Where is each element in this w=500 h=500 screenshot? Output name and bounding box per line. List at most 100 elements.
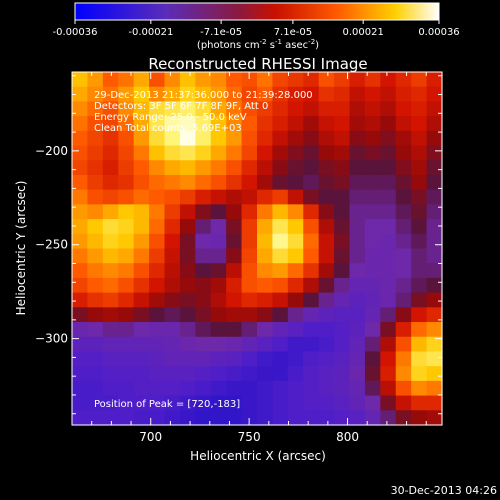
heatmap-cell <box>164 72 181 88</box>
heatmap-cell <box>303 145 320 161</box>
heatmap-cell <box>303 307 320 323</box>
heatmap-cell <box>364 366 381 382</box>
heatmap-cell <box>349 86 366 103</box>
heatmap-cell <box>318 145 335 161</box>
heatmap-cell <box>118 86 135 103</box>
heatmap-cell <box>133 101 150 117</box>
heatmap-cell <box>287 204 304 220</box>
heatmap-cell <box>72 292 89 308</box>
heatmap-cell <box>195 366 212 382</box>
heatmap-cell <box>149 160 166 176</box>
heatmap-cell <box>179 292 196 308</box>
heatmap-cell <box>272 160 289 176</box>
heatmap-cell <box>272 263 289 279</box>
heatmap-cell <box>380 351 397 367</box>
heatmap-cell <box>179 116 196 132</box>
heatmap-cell <box>133 189 150 205</box>
heatmap-cell <box>272 116 289 132</box>
heatmap-cell <box>349 263 366 279</box>
heatmap-cell <box>426 204 443 220</box>
heatmap-cell <box>102 219 119 235</box>
heatmap-cell <box>164 366 181 382</box>
heatmap-cell <box>118 292 135 308</box>
heatmap-cell <box>257 130 274 147</box>
heatmap-cell <box>287 351 304 367</box>
heatmap-cell <box>133 395 150 411</box>
heatmap-cell <box>257 351 274 367</box>
heatmap-cell <box>395 351 412 367</box>
heatmap-cell <box>257 86 274 103</box>
heatmap-cell <box>149 130 166 147</box>
heatmap-cell <box>164 263 181 279</box>
heatmap-cell <box>118 130 135 147</box>
heatmap-cell <box>149 145 166 161</box>
heatmap-cell <box>411 366 428 382</box>
heatmap-cell <box>364 145 381 161</box>
heatmap-cell <box>287 336 304 353</box>
heatmap-cell <box>411 86 428 103</box>
heatmap-cell <box>133 380 150 397</box>
heatmap-cell <box>411 174 428 191</box>
heatmap-cell <box>380 101 397 117</box>
heatmap-cell <box>395 233 412 250</box>
heatmap-cell <box>287 160 304 176</box>
heatmap-cell <box>380 116 397 132</box>
heatmap-cell <box>395 248 412 264</box>
heatmap-cell <box>395 130 412 147</box>
heatmap-cell <box>257 248 274 264</box>
heatmap-cell <box>318 277 335 294</box>
heatmap-cell <box>380 307 397 323</box>
heatmap-cell <box>87 233 104 250</box>
heatmap-cell <box>303 204 320 220</box>
heatmap-cell <box>364 86 381 103</box>
heatmap-cell <box>395 174 412 191</box>
heatmap-cell <box>72 410 89 426</box>
heatmap-cell <box>164 395 181 411</box>
heatmap-cell <box>210 277 227 294</box>
colorbar-tick-label: 7.1e-05 <box>274 27 312 38</box>
heatmap-cell <box>195 277 212 294</box>
heatmap-cell <box>318 380 335 397</box>
heatmap-cell <box>102 307 119 323</box>
heatmap-cell <box>241 351 258 367</box>
heatmap-cell <box>87 145 104 161</box>
heatmap-cell <box>318 189 335 205</box>
heatmap-cell <box>102 189 119 205</box>
heatmap-cell <box>226 101 243 117</box>
heatmap-cell <box>210 380 227 397</box>
heatmap-cell <box>318 307 335 323</box>
heatmap-cell <box>72 101 89 117</box>
heatmap-cell <box>72 366 89 382</box>
heatmap-cell <box>210 410 227 426</box>
heatmap-cell <box>118 366 135 382</box>
heatmap-cell <box>118 380 135 397</box>
heatmap-cell <box>272 366 289 382</box>
heatmap-cell <box>364 219 381 235</box>
heatmap-cell <box>318 101 335 117</box>
heatmap-cell <box>241 145 258 161</box>
heatmap-cell <box>133 72 150 88</box>
heatmap-cell <box>318 130 335 147</box>
heatmap-cell <box>349 292 366 308</box>
heatmap-cell <box>349 204 366 220</box>
heatmap-cell <box>210 307 227 323</box>
heatmap-cell <box>257 366 274 382</box>
heatmap-cell <box>87 395 104 411</box>
heatmap-cell <box>133 277 150 294</box>
heatmap-cell <box>102 248 119 264</box>
heatmap-cell <box>118 174 135 191</box>
heatmap-cell <box>272 395 289 411</box>
heatmap-cell <box>380 204 397 220</box>
heatmap-cell <box>272 410 289 426</box>
heatmap-cell <box>411 160 428 176</box>
heatmap-cell <box>102 233 119 250</box>
heatmap-cell <box>334 86 351 103</box>
y-tick-label: −300 <box>35 332 68 346</box>
heatmap-cell <box>272 189 289 205</box>
heatmap-cell <box>380 380 397 397</box>
heatmap-cell <box>87 174 104 191</box>
heatmap-cell <box>87 86 104 103</box>
heatmap-cell <box>272 292 289 308</box>
heatmap-cell <box>426 116 443 132</box>
heatmap-cell <box>164 380 181 397</box>
